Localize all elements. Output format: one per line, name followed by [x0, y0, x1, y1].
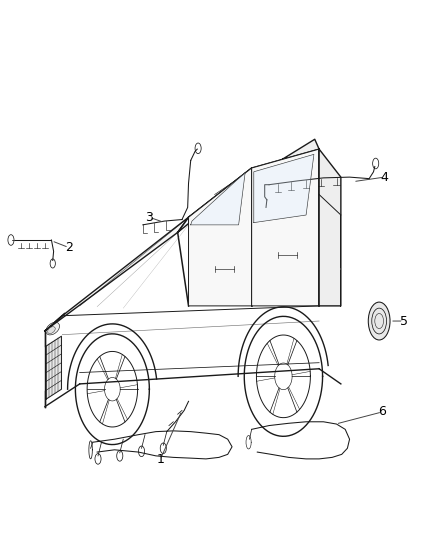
Text: 2: 2: [65, 241, 73, 254]
Polygon shape: [46, 336, 61, 399]
Text: 3: 3: [145, 211, 153, 224]
Polygon shape: [254, 155, 314, 223]
Text: 6: 6: [378, 406, 386, 418]
Circle shape: [368, 302, 390, 340]
Text: 4: 4: [381, 171, 389, 184]
Text: 5: 5: [399, 314, 407, 328]
Text: 1: 1: [156, 453, 164, 466]
Polygon shape: [191, 173, 245, 225]
Ellipse shape: [46, 322, 60, 335]
Polygon shape: [252, 149, 319, 306]
Ellipse shape: [48, 327, 55, 334]
Polygon shape: [319, 149, 341, 306]
Polygon shape: [188, 139, 319, 217]
Polygon shape: [188, 168, 252, 306]
Polygon shape: [178, 168, 252, 232]
Polygon shape: [45, 217, 188, 331]
